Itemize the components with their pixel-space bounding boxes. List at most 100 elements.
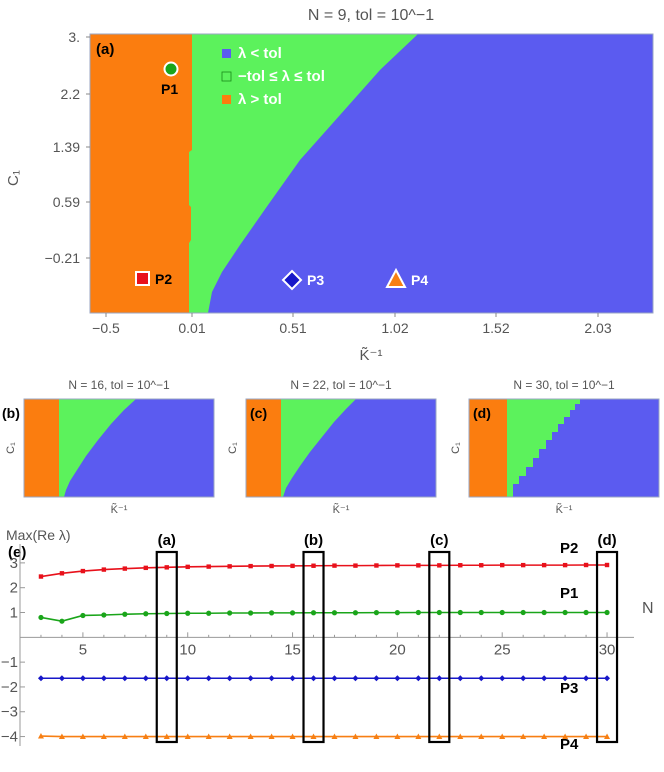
panel-b-regions bbox=[24, 399, 214, 497]
p2-marker bbox=[135, 271, 150, 286]
point-p4: P4 bbox=[385, 267, 428, 288]
data-point bbox=[583, 562, 589, 568]
x-tick-label: 30 bbox=[599, 641, 616, 658]
panel-d: N = 30, tol = 10^−1 (d) C₁ K̃⁻¹ bbox=[450, 378, 660, 516]
panel-b-label: (b) bbox=[2, 405, 20, 421]
panel-c: N = 22, tol = 10^−1 (c) C₁ K̃⁻¹ bbox=[227, 378, 437, 516]
data-point bbox=[122, 611, 128, 617]
data-point bbox=[59, 618, 65, 624]
panel-b: N = 16, tol = 10^−1 (b) C₁ K̃⁻¹ bbox=[2, 378, 215, 516]
data-point bbox=[122, 566, 128, 571]
x-tick-label: 0.51 bbox=[279, 320, 306, 336]
p4-label: P4 bbox=[411, 272, 428, 288]
data-point bbox=[289, 610, 296, 616]
panel-c-regions bbox=[246, 399, 436, 497]
data-point bbox=[583, 733, 590, 740]
point-p1: P1 bbox=[161, 61, 179, 97]
data-point bbox=[604, 562, 610, 568]
data-point bbox=[436, 675, 443, 682]
highlight-label: (a) bbox=[158, 532, 176, 549]
data-point bbox=[143, 565, 148, 571]
y-tick-label: −3 bbox=[1, 704, 18, 721]
data-point bbox=[143, 611, 149, 617]
data-point bbox=[290, 563, 295, 569]
data-point bbox=[331, 733, 338, 740]
data-point bbox=[58, 733, 65, 740]
data-point bbox=[142, 733, 149, 740]
data-point bbox=[163, 675, 170, 682]
data-point bbox=[604, 609, 610, 616]
data-point bbox=[226, 675, 233, 682]
data-point bbox=[583, 609, 589, 616]
data-point bbox=[604, 675, 611, 682]
panel-e-label: (e) bbox=[8, 544, 26, 561]
data-point bbox=[436, 733, 443, 740]
y-tick-label: 3. bbox=[68, 29, 80, 45]
legend-swatch-blue bbox=[222, 49, 231, 58]
legend-swatch-green bbox=[221, 71, 232, 82]
data-point bbox=[394, 610, 400, 616]
data-point bbox=[269, 563, 274, 569]
panel-c-frame bbox=[245, 398, 437, 498]
legend-label-blue: λ < tol bbox=[238, 45, 282, 62]
data-point bbox=[352, 675, 359, 682]
data-point bbox=[562, 609, 568, 616]
series-label: P2 bbox=[560, 540, 578, 557]
panel-d-xlabel: K̃⁻¹ bbox=[556, 503, 573, 516]
data-point bbox=[436, 609, 442, 616]
panel-a-y-axis: 3. 2.2 1.39 0.59 −0.21 C₁ bbox=[5, 29, 90, 266]
panel-a-label: (a) bbox=[96, 41, 114, 58]
data-point bbox=[268, 610, 275, 616]
data-point bbox=[437, 563, 442, 568]
data-point bbox=[289, 675, 296, 682]
data-point bbox=[163, 733, 170, 740]
data-point bbox=[58, 675, 65, 682]
panel-e-axes: 5 10 15 20 25 30 3 2 1 −1 −2 −3 −4 bbox=[1, 544, 634, 746]
series-label: P1 bbox=[560, 585, 578, 602]
panel-c-title: N = 22, tol = 10^−1 bbox=[290, 378, 392, 392]
y-tick-label: 1 bbox=[10, 605, 18, 622]
data-point bbox=[394, 733, 401, 740]
data-point bbox=[499, 609, 505, 616]
y-tick-label: 0.59 bbox=[53, 194, 80, 210]
data-point bbox=[184, 675, 191, 682]
x-tick-label: 10 bbox=[179, 641, 196, 658]
data-point bbox=[478, 733, 485, 740]
data-point bbox=[121, 675, 128, 682]
data-point bbox=[478, 675, 485, 682]
data-point bbox=[416, 563, 421, 568]
p1-label: P1 bbox=[161, 81, 178, 97]
data-point bbox=[415, 675, 422, 682]
data-point bbox=[100, 733, 107, 740]
data-point bbox=[541, 609, 547, 616]
data-point bbox=[164, 565, 169, 570]
data-point bbox=[247, 733, 254, 740]
data-point bbox=[79, 733, 86, 740]
data-point bbox=[373, 610, 380, 616]
panel-e: Max(Re λ) (e) N 5 10 15 20 25 30 3 2 1 −1 −2 −3 −4 P… bbox=[1, 527, 654, 753]
y-tick-label: −1 bbox=[1, 654, 18, 671]
data-point bbox=[79, 675, 86, 682]
highlight-label: (d) bbox=[597, 532, 616, 549]
data-point bbox=[331, 675, 338, 682]
series-p4: P4 bbox=[37, 733, 611, 753]
panel-a: N = 9, tol = 10^−1 (a) λ < tol −tol ≤ λ … bbox=[5, 7, 654, 364]
data-point bbox=[185, 610, 191, 616]
data-point bbox=[415, 733, 422, 740]
panel-c-ylabel: C₁ bbox=[227, 442, 239, 454]
data-point bbox=[38, 574, 44, 579]
legend-swatch-orange bbox=[222, 95, 231, 104]
data-point bbox=[142, 675, 149, 682]
highlight-label: (c) bbox=[430, 532, 448, 549]
data-point bbox=[248, 563, 253, 569]
panel-d-title: N = 30, tol = 10^−1 bbox=[513, 378, 615, 392]
data-point bbox=[101, 612, 107, 618]
data-point bbox=[479, 563, 484, 568]
panel-e-highlight-boxes: (a) (b) (c) (d) bbox=[155, 532, 619, 744]
p4-marker bbox=[385, 267, 407, 288]
panel-b-frame bbox=[23, 398, 215, 498]
region-orange bbox=[246, 399, 281, 497]
data-point bbox=[121, 733, 128, 740]
data-point bbox=[80, 612, 86, 619]
data-point bbox=[352, 610, 359, 616]
